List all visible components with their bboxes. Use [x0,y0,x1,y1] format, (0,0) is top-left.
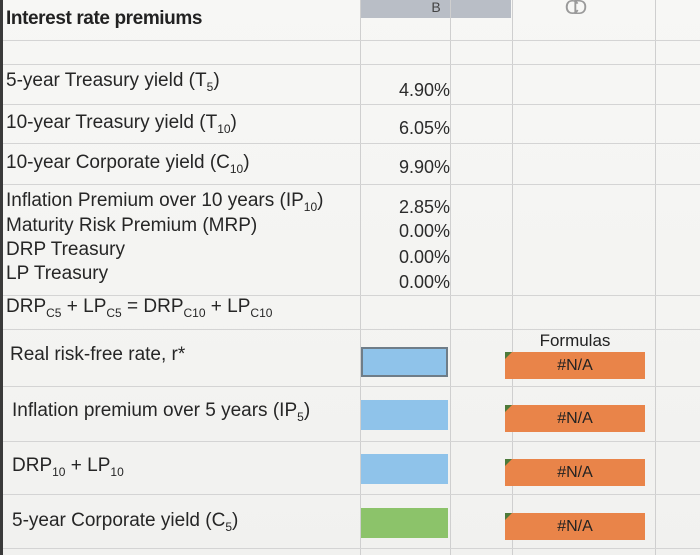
equation-drp-lp: DRPC5 + LPC5 = DRPC10 + LPC10 [6,296,273,320]
grid-line [450,0,451,555]
formulas-header: Formulas [539,331,611,350]
grid-line [0,40,700,41]
grid-line [360,0,361,555]
label-mrp: Maturity Risk Premium (MRP) [6,215,258,236]
label-inflation-premium-10: Inflation Premium over 10 years (IP10) [6,190,324,214]
value-drp-treasury[interactable]: 0.00% [398,247,450,267]
value-10yr-treasury[interactable]: 6.05% [398,118,450,138]
error-indicator-icon [505,513,512,520]
column-header-c[interactable]: C [564,0,580,18]
label-inflation-premium-5: Inflation premium over 5 years (IP5) [12,400,311,424]
input-real-risk-free[interactable] [361,347,448,377]
grid-line [0,386,700,387]
grid-line [0,548,700,549]
value-lp-treasury[interactable]: 0.00% [398,272,450,292]
label-real-risk-free: Real risk-free rate, r* [10,344,186,365]
column-header-d[interactable]: D [572,0,588,18]
formula-5yr-corporate[interactable]: #N/A [505,513,645,540]
label-drp-treasury: DRP Treasury [6,239,125,260]
error-indicator-icon [505,352,512,359]
grid-line [0,143,700,144]
label-drp10-lp10: DRP10 + LP10 [12,455,124,479]
input-5yr-corporate[interactable] [361,508,448,538]
input-inflation-premium-5[interactable] [361,400,448,430]
formula-drp10-lp10[interactable]: #N/A [505,459,645,486]
value-mrp[interactable]: 0.00% [398,221,450,241]
error-indicator-icon [505,459,512,466]
grid-line [655,0,656,555]
label-lp-treasury: LP Treasury [6,263,109,284]
grid-line [0,329,700,330]
grid-line [0,295,700,296]
value-10yr-corporate[interactable]: 9.90% [398,157,450,177]
grid-line [0,184,700,185]
value-5yr-treasury[interactable]: 4.90% [398,80,450,100]
label-5yr-treasury: 5-year Treasury yield (T5) [6,70,220,94]
grid-line [0,104,700,105]
grid-line [0,441,700,442]
row-border [0,0,3,555]
label-10yr-treasury: 10-year Treasury yield (T10) [6,112,237,136]
formula-inflation-premium-5[interactable]: #N/A [505,405,645,432]
grid-line [512,0,513,555]
sheet-title: Interest rate premiums [6,8,203,29]
label-10yr-corporate: 10-year Corporate yield (C10) [6,152,250,176]
formula-real-risk-free[interactable]: #N/A [505,352,645,379]
grid-line [0,494,700,495]
error-indicator-icon [505,405,512,412]
grid-line [0,64,700,65]
column-header-b[interactable]: B [361,0,511,18]
value-inflation-premium-10[interactable]: 2.85% [398,197,450,217]
label-5yr-corporate: 5-year Corporate yield (C5) [12,510,239,534]
input-drp10-lp10[interactable] [361,454,448,484]
